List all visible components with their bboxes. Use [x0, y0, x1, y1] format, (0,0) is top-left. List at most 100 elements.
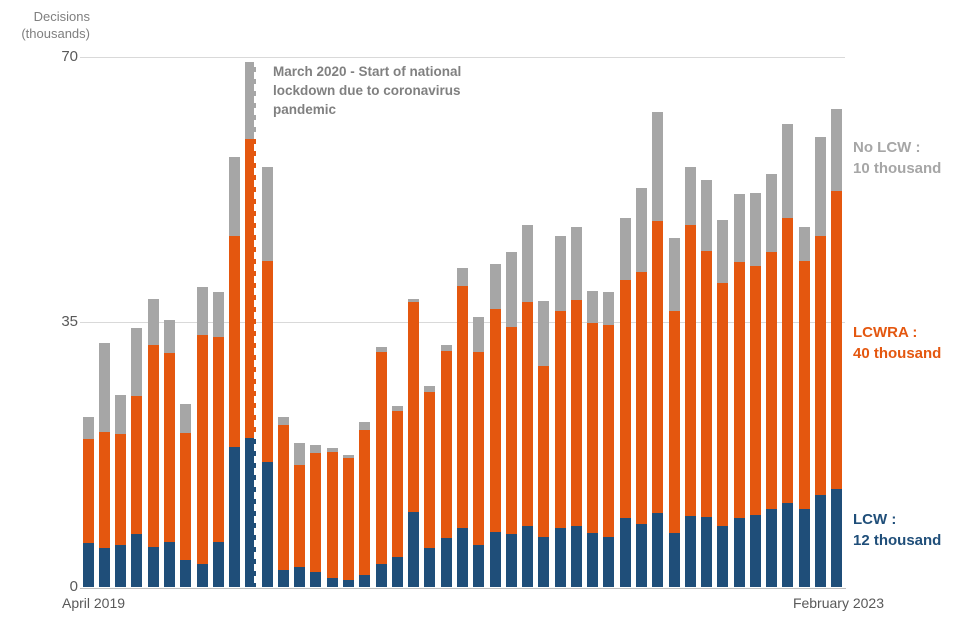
segment-no-lcw — [343, 455, 355, 458]
segment-lcw — [456, 527, 468, 587]
bar-feb-2020 — [245, 61, 257, 587]
x-axis-line — [80, 588, 846, 589]
segment-no-lcw — [424, 386, 436, 393]
segment-lcwra — [310, 453, 322, 572]
bar-may-2021 — [489, 263, 501, 587]
segment-lcwra — [587, 322, 599, 534]
segment-lcw — [391, 556, 403, 587]
segment-lcwra — [408, 301, 420, 513]
bar-jul-2021 — [522, 225, 534, 587]
bar-apr-2021 — [473, 316, 485, 587]
bar-dec-2022 — [798, 227, 810, 587]
y-tick-label-0: 0 — [69, 578, 78, 595]
segment-no-lcw — [456, 267, 468, 286]
segment-lcw — [147, 546, 159, 587]
segment-lcwra — [261, 261, 273, 463]
segment-lcw — [310, 571, 322, 587]
bar-jun-2022 — [701, 179, 713, 587]
bar-jul-2019 — [131, 328, 143, 587]
bar-aug-2021 — [538, 300, 550, 587]
lockdown-annotation-line3: pandemic — [273, 102, 337, 117]
segment-lcw — [261, 462, 273, 587]
segment-lcw — [717, 525, 729, 587]
segment-lcwra — [456, 285, 468, 528]
legend-lcwra-name: LCWRA : — [853, 324, 918, 341]
x-axis-label-start: April 2019 — [62, 595, 126, 611]
segment-lcw — [375, 563, 387, 587]
segment-lcw — [538, 537, 550, 587]
segment-lcw — [212, 541, 224, 587]
segment-lcw — [749, 515, 761, 587]
bar-jun-2019 — [115, 394, 127, 587]
segment-no-lcw — [277, 417, 289, 425]
segment-lcwra — [489, 309, 501, 532]
bar-jan-2021 — [424, 386, 436, 587]
bar-jan-2023 — [815, 137, 827, 587]
segment-lcw — [554, 527, 566, 587]
segment-lcw — [115, 545, 127, 587]
y-axis-title: Decisions (thousands) — [8, 8, 90, 42]
segment-lcwra — [831, 191, 843, 490]
lockdown-annotation: March 2020 - Start of national lockdown … — [273, 62, 475, 119]
segment-no-lcw — [652, 111, 664, 222]
segment-no-lcw — [261, 166, 273, 262]
segment-lcwra — [733, 262, 745, 519]
bar-mar-2021 — [456, 267, 468, 587]
segment-no-lcw — [717, 219, 729, 283]
bar-jun-2021 — [505, 252, 517, 587]
segment-no-lcw — [212, 291, 224, 338]
segment-lcwra — [440, 350, 452, 538]
legend-lcwra: LCWRA : 40 thousand — [853, 322, 958, 364]
segment-lcwra — [229, 236, 241, 447]
segment-lcw — [782, 502, 794, 587]
segment-no-lcw — [375, 347, 387, 353]
segment-lcw — [229, 446, 241, 587]
segment-lcw — [359, 574, 371, 587]
segment-no-lcw — [636, 188, 647, 273]
segment-lcwra — [245, 138, 257, 438]
segment-lcw — [733, 518, 745, 587]
segment-lcwra — [163, 353, 175, 543]
bar-nov-2019 — [196, 287, 208, 587]
segment-no-lcw — [619, 217, 631, 281]
bar-apr-2020 — [277, 417, 289, 587]
segment-no-lcw — [359, 421, 371, 431]
legend-no-lcw-value: 10 thousand — [853, 160, 942, 177]
segment-no-lcw — [326, 448, 338, 453]
segment-no-lcw — [245, 61, 257, 139]
segment-lcwra — [359, 430, 371, 575]
segment-no-lcw — [489, 263, 501, 310]
legend-lcw-name: LCW : — [853, 511, 897, 528]
segment-lcw — [408, 512, 420, 587]
segment-no-lcw — [147, 299, 159, 345]
segment-lcw — [489, 531, 501, 587]
segment-lcwra — [391, 411, 403, 557]
legend-no-lcw: No LCW : 10 thousand — [853, 137, 958, 179]
legend-lcw: LCW : 12 thousand — [853, 509, 958, 551]
segment-lcwra — [375, 352, 387, 564]
segment-lcw — [684, 515, 696, 587]
segment-no-lcw — [131, 328, 143, 397]
segment-lcwra — [815, 235, 827, 495]
segment-no-lcw — [82, 417, 94, 439]
bar-sep-2019 — [163, 319, 175, 587]
segment-lcwra — [522, 301, 534, 526]
segment-lcw — [131, 534, 143, 587]
segment-lcwra — [798, 261, 810, 510]
segment-no-lcw — [798, 227, 810, 262]
bar-sep-2022 — [749, 193, 761, 587]
segment-lcwra — [196, 334, 208, 565]
bar-nov-2022 — [782, 123, 794, 587]
segment-lcwra — [684, 225, 696, 516]
segment-lcwra — [115, 434, 127, 546]
segment-lcwra — [424, 392, 436, 549]
segment-no-lcw — [522, 225, 534, 302]
segment-lcw — [831, 489, 843, 587]
segment-no-lcw — [98, 343, 110, 432]
bar-nov-2020 — [391, 406, 403, 587]
segment-no-lcw — [782, 123, 794, 218]
bar-jan-2020 — [229, 156, 241, 587]
segment-lcw — [668, 532, 680, 587]
segment-lcwra — [782, 217, 794, 503]
